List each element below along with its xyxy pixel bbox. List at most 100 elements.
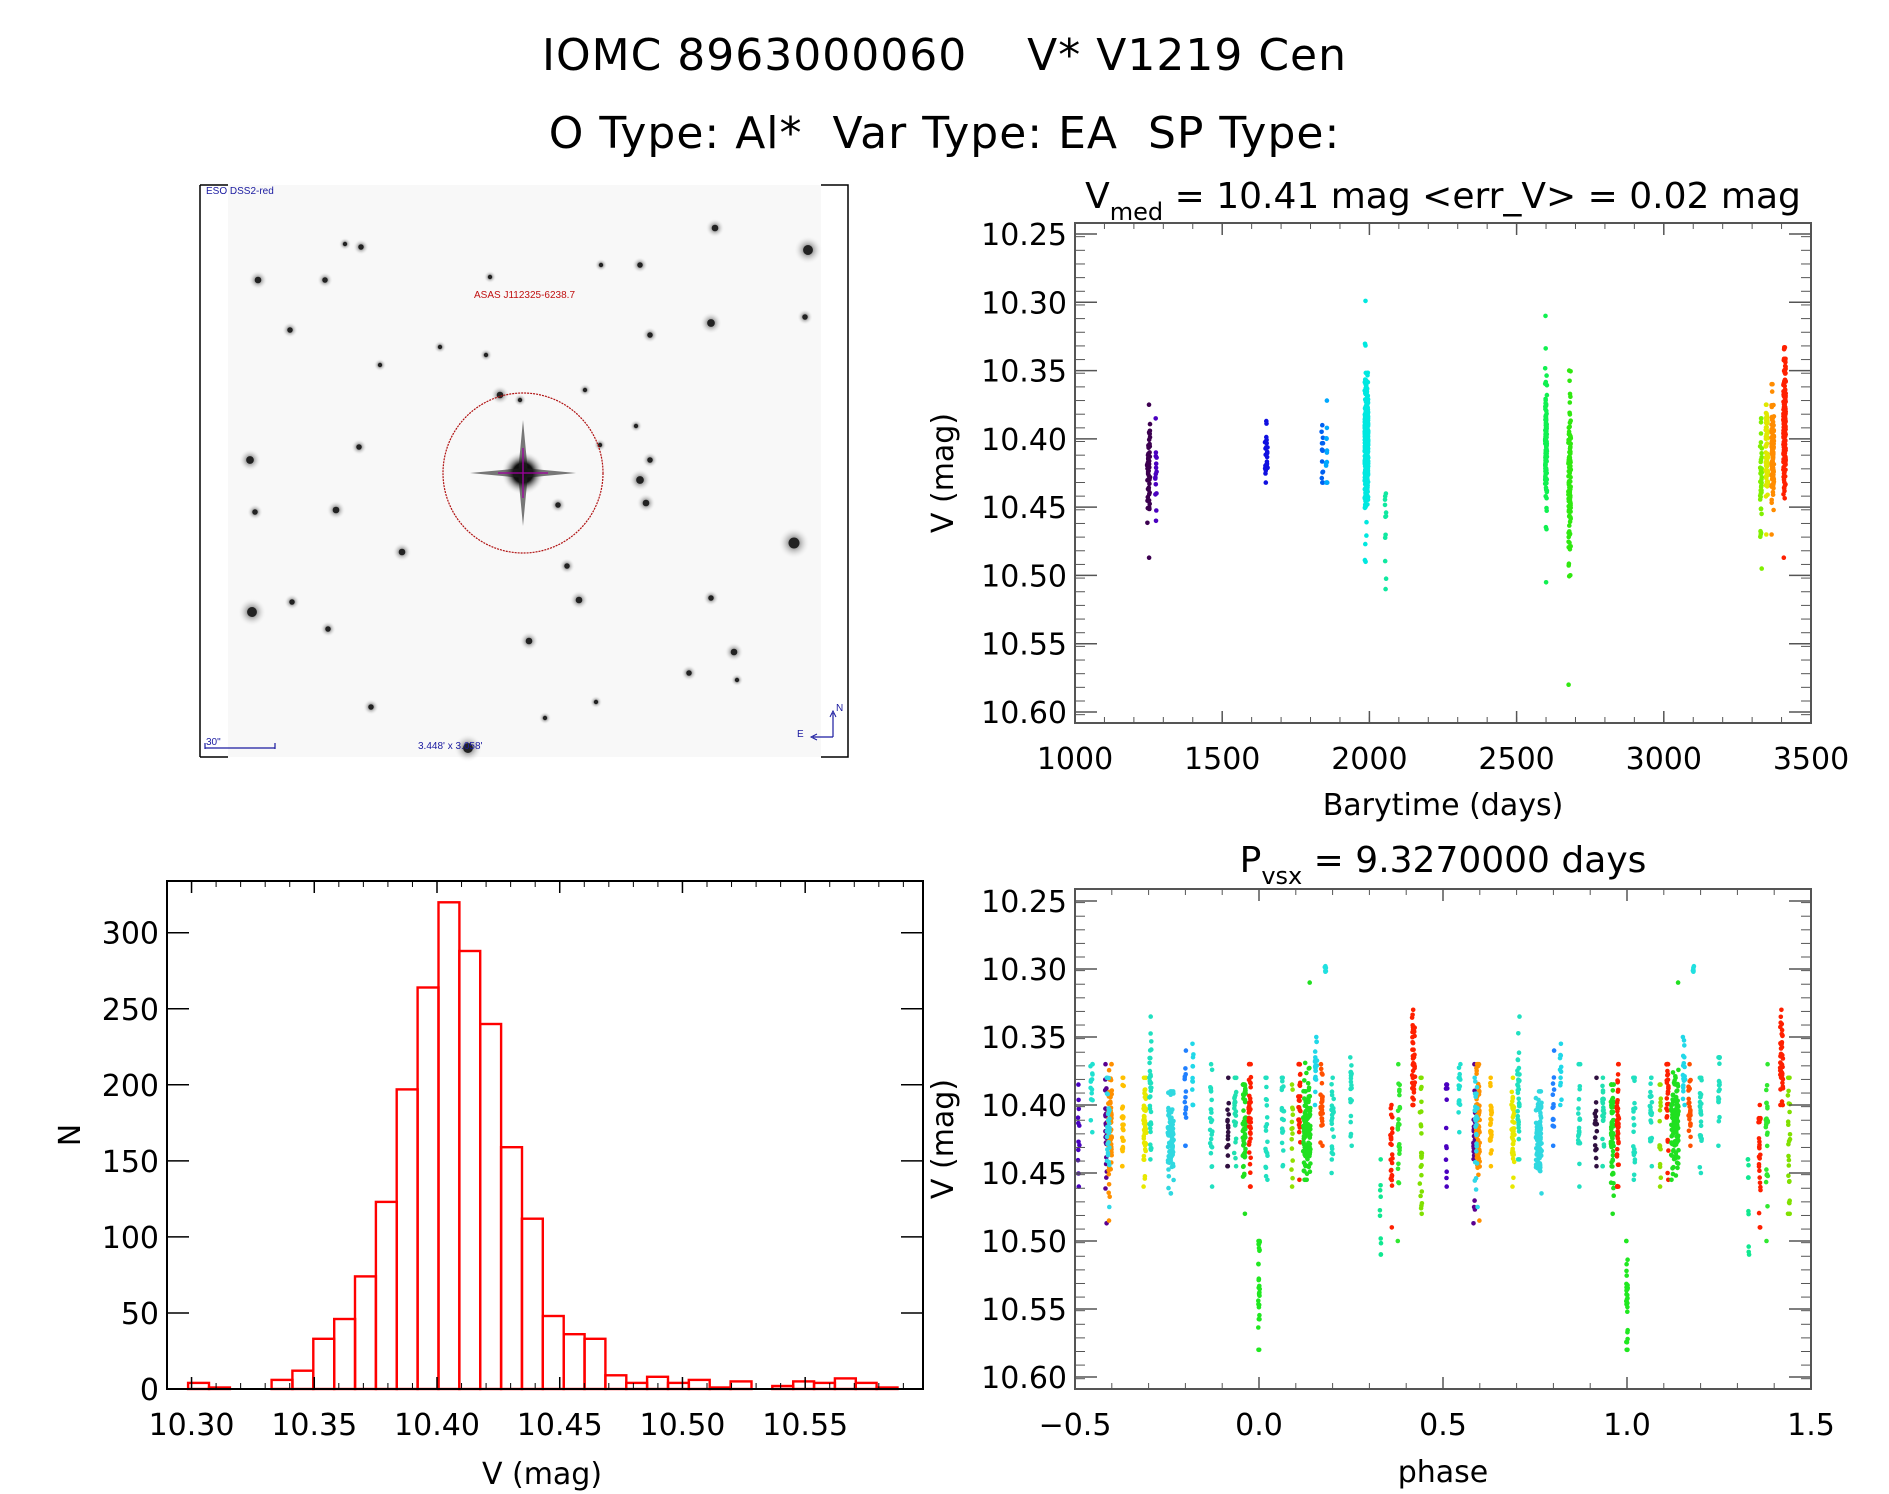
data-point (1348, 1131, 1354, 1137)
lightcurve-xlabel: Barytime (days) (1323, 788, 1564, 823)
data-point (1419, 1150, 1425, 1156)
data-point (1672, 1127, 1678, 1132)
lightcurve-title-main: V (1085, 176, 1110, 217)
data-point (1516, 1125, 1521, 1131)
data-point (1616, 1162, 1621, 1167)
data-point (1365, 393, 1371, 399)
star-core (525, 637, 533, 645)
data-point (1109, 1135, 1114, 1141)
data-point (1226, 1100, 1231, 1106)
data-point (1699, 1138, 1704, 1143)
data-point (1550, 1081, 1556, 1086)
phased-title-main: P (1240, 840, 1262, 881)
data-point (1577, 1184, 1582, 1189)
data-point (1290, 1105, 1295, 1111)
data-point (1756, 1210, 1762, 1216)
data-point (1764, 1083, 1770, 1088)
data-point (1145, 471, 1151, 477)
data-point (1242, 1082, 1248, 1087)
data-point (1475, 1137, 1481, 1143)
data-point (1088, 1118, 1094, 1123)
y-tick-label: 10.25 (981, 218, 1067, 253)
data-point (1365, 409, 1371, 415)
histogram-bar (437, 901, 461, 1391)
y-tick-label: 300 (102, 917, 159, 952)
data-point (1543, 313, 1548, 319)
data-point (1631, 1129, 1636, 1135)
data-point (1307, 1114, 1312, 1119)
data-point (1765, 429, 1771, 434)
data-point (1477, 1218, 1482, 1223)
star-core (398, 548, 406, 556)
data-point (1303, 1144, 1308, 1150)
data-point (1610, 1109, 1616, 1115)
data-point (1329, 1170, 1334, 1176)
data-point (1248, 1155, 1253, 1161)
data-point (1290, 1112, 1296, 1117)
data-point (1758, 431, 1764, 436)
data-point (1688, 1143, 1693, 1149)
data-point (1757, 497, 1763, 502)
data-point (1147, 435, 1153, 440)
data-point (1166, 1167, 1171, 1172)
star-core (496, 391, 504, 399)
data-point (1537, 1161, 1543, 1166)
data-point (1567, 378, 1572, 384)
data-point (1191, 1052, 1196, 1057)
data-point (1576, 1106, 1581, 1111)
data-point (1510, 1114, 1516, 1120)
data-point (1698, 1170, 1704, 1176)
x-tick-label: 1500 (1184, 742, 1260, 777)
data-point (1231, 1119, 1237, 1124)
data-point (1567, 508, 1573, 514)
data-point (1676, 1161, 1681, 1166)
data-point (1535, 1107, 1540, 1112)
data-point (1257, 1238, 1262, 1244)
data-point (1516, 1129, 1522, 1134)
data-point (1120, 1075, 1126, 1081)
x-tick-label: 10.55 (762, 1408, 848, 1443)
data-point (1148, 1126, 1153, 1131)
data-point (1676, 1067, 1681, 1073)
data-point (1146, 555, 1152, 560)
data-point (1144, 1106, 1149, 1112)
data-point (1166, 1090, 1171, 1095)
data-point (1515, 1108, 1520, 1114)
star-core (637, 262, 643, 268)
data-point (1511, 1175, 1516, 1181)
data-point (1378, 1240, 1384, 1246)
data-point (1232, 1094, 1237, 1100)
data-point (1658, 1096, 1664, 1101)
data-point (1263, 1173, 1269, 1179)
data-point (1365, 399, 1370, 404)
data-point (1577, 1161, 1582, 1167)
data-point (1247, 1184, 1253, 1189)
data-point (1456, 1086, 1462, 1092)
data-point (1510, 1136, 1515, 1141)
data-point (1544, 382, 1550, 388)
data-point (1544, 508, 1549, 513)
data-point (1688, 1134, 1693, 1140)
data-point (1786, 1088, 1791, 1094)
data-point (1675, 1088, 1680, 1093)
data-point (1166, 1174, 1172, 1179)
data-point (1699, 1101, 1704, 1107)
data-point (1698, 1108, 1703, 1113)
data-point (1302, 1134, 1307, 1140)
data-point (1289, 1082, 1295, 1087)
data-point (1473, 1187, 1479, 1192)
data-point (1348, 1055, 1353, 1060)
star-core (342, 241, 348, 247)
data-point (1365, 433, 1371, 439)
data-point (1208, 1107, 1214, 1112)
data-point (1324, 425, 1330, 431)
data-point (1313, 1068, 1318, 1074)
data-point (1241, 1119, 1247, 1124)
data-point (1716, 1143, 1721, 1149)
data-point (1147, 421, 1153, 427)
data-point (1658, 1082, 1663, 1087)
compass-icon (809, 709, 837, 741)
data-point (1077, 1142, 1082, 1148)
star-core (593, 699, 599, 705)
data-point (1764, 1167, 1769, 1172)
